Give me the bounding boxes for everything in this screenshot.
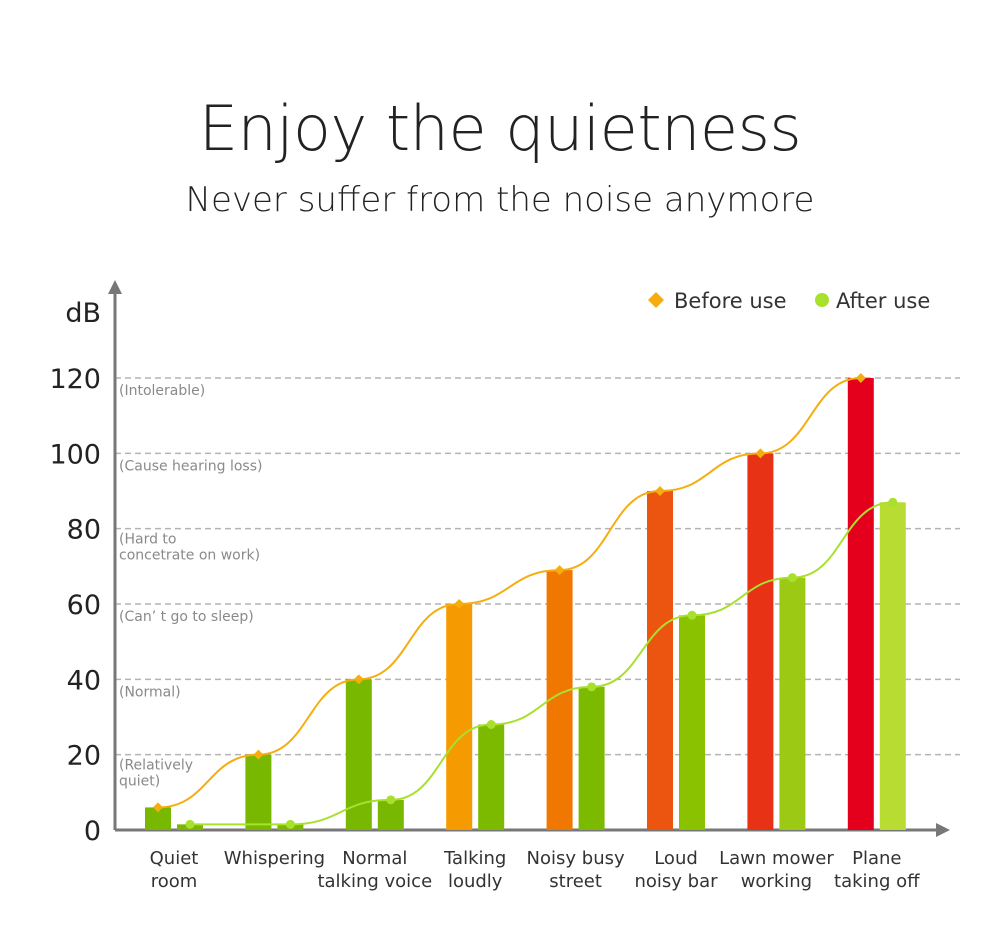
legend-marker-before	[648, 292, 664, 308]
legend-label-after: After use	[836, 289, 930, 313]
level-annotation: (Intolerable)	[119, 383, 205, 399]
x-category-label: Quiet room	[150, 848, 199, 892]
bar-before	[647, 491, 673, 830]
bar-before	[446, 604, 473, 830]
annotation-line: concetrate on work)	[119, 548, 260, 564]
category-line: Noisy busy	[527, 848, 625, 869]
annotation-line: quiet)	[119, 774, 160, 790]
bar-before	[747, 453, 774, 830]
x-category-label: Loud noisy bar	[634, 848, 718, 892]
category-line: Normal	[342, 848, 407, 869]
category-line: Lawn mower	[719, 848, 834, 869]
category-line: talking voice	[317, 871, 432, 892]
marker-before	[655, 486, 665, 496]
x-axis-arrow	[936, 823, 950, 837]
marker-before	[353, 674, 364, 685]
bar-before	[245, 754, 272, 830]
category-line: room	[151, 871, 198, 892]
marker-after	[888, 497, 898, 507]
x-category-label: Normal talking voice	[317, 848, 432, 892]
bars	[145, 378, 906, 830]
marker-before	[253, 749, 264, 760]
marker-before	[855, 373, 866, 383]
marker-after	[185, 819, 195, 829]
trend-lines	[153, 373, 898, 829]
y-tick-label: 0	[84, 816, 101, 847]
bar-before	[145, 807, 171, 830]
y-tick-label: 60	[67, 590, 101, 621]
x-category-label: Plane taking off	[834, 848, 920, 892]
category-line: working	[741, 871, 812, 892]
marker-before	[153, 802, 163, 813]
y-axis-label: dB	[65, 298, 101, 329]
annotation-line: (Intolerable)	[119, 383, 205, 399]
y-axis-arrow	[108, 280, 122, 294]
x-category-label: Whispering	[224, 848, 325, 869]
y-tick-label: 120	[49, 364, 101, 395]
category-line: street	[549, 871, 602, 892]
annotation-line: (Can’ t go to sleep)	[119, 609, 254, 625]
y-tick-label: 40	[67, 665, 101, 696]
bar-before	[847, 378, 874, 830]
annotation-line: (Hard to	[119, 532, 176, 548]
marker-after	[285, 819, 295, 829]
x-category-label: Talking loudly	[443, 848, 506, 892]
marker-after	[787, 573, 797, 583]
category-line: Quiet	[150, 848, 199, 869]
marker-before	[554, 565, 565, 576]
bar-after	[377, 799, 404, 830]
x-category-label: Lawn mower working	[719, 848, 834, 892]
page-subtitle: Never suffer from the noise anymore	[185, 180, 815, 220]
y-tick-label: 100	[49, 439, 101, 470]
bar-after	[578, 686, 605, 830]
legend: Before use After use	[648, 289, 930, 313]
marker-after	[587, 682, 597, 692]
category-line: taking off	[834, 871, 920, 892]
marker-before	[454, 599, 465, 609]
marker-before	[755, 448, 766, 459]
trend-line-before	[157, 377, 861, 809]
marker-after	[687, 610, 697, 620]
x-category-label: Noisy busy street	[527, 848, 625, 892]
marker-after	[386, 795, 396, 805]
level-annotation: (Normal)	[119, 684, 181, 700]
annotation-line: (Normal)	[119, 684, 181, 700]
level-annotation: (Relatively quiet)	[119, 758, 193, 790]
category-line: Whispering	[224, 848, 325, 869]
category-line: Loud	[654, 848, 698, 869]
y-tick-label: 20	[67, 741, 101, 772]
annotation-line: (Relatively	[119, 758, 193, 774]
bar-after	[478, 724, 505, 830]
legend-marker-after	[815, 293, 829, 307]
y-tick-label: 80	[67, 515, 101, 546]
category-line: Talking	[443, 848, 506, 869]
category-line: loudly	[448, 871, 503, 892]
level-annotation: (Cause hearing loss)	[119, 458, 262, 474]
chart-labels: 0 20 40 60 80 100 120 dB (Intolerable) (Cause hea…	[49, 298, 920, 892]
level-annotation: (Can’ t go to sleep)	[119, 609, 254, 625]
bar-after	[879, 502, 906, 830]
level-annotation: (Hard to concetrate on work)	[119, 532, 260, 564]
marker-after	[486, 720, 496, 730]
category-line: Plane	[852, 848, 901, 869]
annotation-line: (Cause hearing loss)	[119, 458, 262, 474]
bar-after	[679, 615, 705, 830]
legend-label-before: Before use	[674, 289, 787, 313]
grid-lines	[115, 377, 960, 756]
page-title: Enjoy the quietness	[198, 92, 802, 165]
bar-after	[779, 577, 806, 830]
category-line: noisy bar	[634, 871, 718, 892]
